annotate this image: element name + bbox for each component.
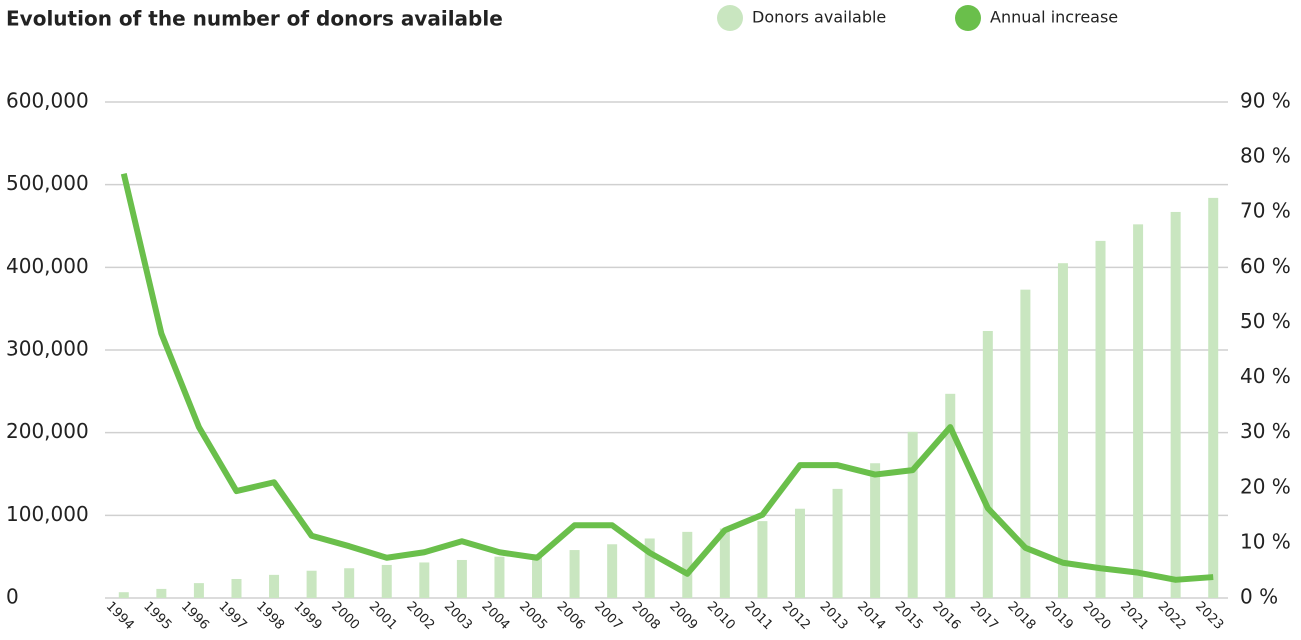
bar bbox=[569, 550, 580, 598]
y2-tick-label: 70 % bbox=[1240, 199, 1291, 223]
bar bbox=[682, 531, 693, 598]
x-tick-label: 2018 bbox=[1004, 599, 1038, 633]
x-tick-label: 2012 bbox=[779, 599, 813, 633]
bar bbox=[794, 508, 805, 598]
bar bbox=[945, 393, 956, 598]
bar bbox=[870, 463, 881, 598]
x-tick-label: 2000 bbox=[328, 599, 362, 633]
y-tick-label: 600,000 bbox=[6, 89, 89, 113]
y2-tick-label: 10 % bbox=[1240, 529, 1291, 553]
x-tick-label: 2019 bbox=[1042, 599, 1076, 633]
x-tick-label: 2011 bbox=[741, 599, 775, 633]
x-tick-label: 1994 bbox=[103, 599, 137, 633]
bar bbox=[456, 559, 467, 598]
y2-tick-label: 50 % bbox=[1240, 309, 1291, 333]
legend-label: Annual increase bbox=[990, 8, 1118, 27]
x-tick-label: 2017 bbox=[967, 599, 1001, 633]
bar bbox=[644, 538, 655, 598]
x-tick-label: 2020 bbox=[1080, 599, 1114, 633]
bar bbox=[1095, 240, 1106, 598]
bar bbox=[1133, 224, 1144, 598]
bar bbox=[344, 568, 355, 598]
x-tick-label: 2009 bbox=[666, 599, 700, 633]
x-tick-label: 1999 bbox=[291, 599, 325, 633]
y-tick-label: 0 bbox=[6, 585, 19, 609]
bar bbox=[381, 564, 392, 598]
bar bbox=[982, 330, 993, 598]
bar bbox=[532, 554, 543, 598]
bar bbox=[607, 544, 618, 598]
legend-swatch bbox=[717, 5, 743, 31]
x-tick-label: 2008 bbox=[629, 599, 663, 633]
x-tick-label: 2007 bbox=[591, 599, 625, 633]
y2-tick-label: 90 % bbox=[1240, 89, 1291, 113]
x-tick-label: 2023 bbox=[1192, 599, 1226, 633]
bar bbox=[1208, 197, 1219, 599]
bar bbox=[231, 578, 242, 598]
bar bbox=[1057, 263, 1068, 598]
line bbox=[120, 172, 1214, 583]
x-tick-label: 2004 bbox=[478, 599, 512, 633]
x-tick-label: 1995 bbox=[140, 599, 174, 633]
y2-tick-label: 20 % bbox=[1240, 474, 1291, 498]
x-tick-label: 2022 bbox=[1155, 599, 1189, 633]
y-tick-label: 100,000 bbox=[6, 502, 89, 526]
bar bbox=[907, 431, 918, 598]
y2-tick-label: 40 % bbox=[1240, 364, 1291, 388]
bar bbox=[832, 488, 843, 598]
x-tick-label: 2010 bbox=[704, 599, 738, 633]
bar bbox=[494, 556, 505, 598]
bar bbox=[1020, 289, 1031, 598]
x-tick-label: 2015 bbox=[892, 599, 926, 633]
y-tick-label: 200,000 bbox=[6, 419, 89, 443]
bar bbox=[419, 562, 430, 598]
x-tick-label: 1998 bbox=[253, 599, 287, 633]
x-tick-label: 2006 bbox=[554, 599, 588, 633]
x-tick-label: 2005 bbox=[516, 599, 550, 633]
y-tick-label: 400,000 bbox=[6, 254, 89, 278]
x-tick-label: 2003 bbox=[441, 599, 475, 633]
bar bbox=[719, 528, 730, 598]
x-tick-label: 2002 bbox=[403, 599, 437, 633]
bar bbox=[1170, 211, 1181, 599]
y-tick-label: 500,000 bbox=[6, 171, 89, 195]
y2-tick-label: 0 % bbox=[1240, 585, 1278, 609]
y2-tick-label: 80 % bbox=[1240, 144, 1291, 168]
legend-label: Donors available bbox=[752, 8, 886, 27]
bar bbox=[156, 588, 167, 598]
y-tick-label: 300,000 bbox=[6, 337, 89, 361]
bar bbox=[193, 583, 204, 598]
chart-title: Evolution of the number of donors availa… bbox=[6, 7, 503, 31]
x-tick-label: 1996 bbox=[178, 599, 212, 633]
x-tick-label: 1997 bbox=[215, 599, 249, 633]
x-tick-label: 2021 bbox=[1117, 599, 1151, 633]
bar bbox=[269, 574, 280, 598]
x-tick-label: 2001 bbox=[366, 599, 400, 633]
bar bbox=[118, 592, 129, 598]
bar bbox=[757, 521, 768, 598]
legend-swatch bbox=[955, 5, 981, 31]
x-tick-label: 2016 bbox=[929, 599, 963, 633]
y2-tick-label: 30 % bbox=[1240, 419, 1291, 443]
x-tick-label: 2013 bbox=[817, 599, 851, 633]
x-tick-label: 2014 bbox=[854, 599, 888, 633]
bar bbox=[306, 570, 317, 598]
y2-tick-label: 60 % bbox=[1240, 254, 1291, 278]
